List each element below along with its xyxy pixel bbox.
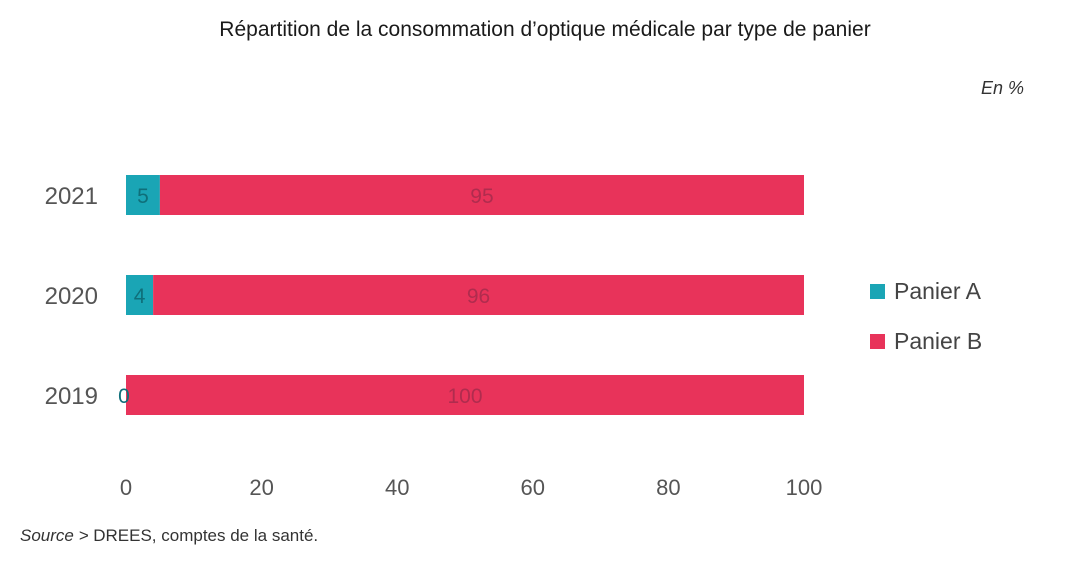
category-axis: 2021 2020 2019: [45, 183, 98, 410]
legend-item-panier-a: Panier A: [870, 278, 982, 304]
category-label-2019: 2019: [45, 383, 98, 410]
data-label-panier-a-2019: 0: [118, 385, 130, 408]
legend-swatch-panier-b: [870, 333, 885, 349]
chart-title: Répartition de la consommation d’optique…: [219, 18, 871, 41]
data-label-panier-b-2019: 100: [447, 385, 482, 408]
legend-label-panier-b: Panier B: [894, 327, 983, 354]
x-tick-label-0: 0: [120, 475, 132, 500]
legend-item-panier-b: Panier B: [870, 328, 982, 354]
category-label-2021: 2021: [45, 183, 98, 210]
data-label-panier-b-2020: 96: [467, 285, 490, 308]
bar-panier-b-2021: [159, 175, 804, 215]
data-labels-layer: 5 95 4 96 0 100: [118, 185, 493, 408]
x-tick-label-40: 40: [385, 475, 409, 500]
x-tick-label-20: 20: [249, 475, 273, 500]
bar-panier-b-2020: [153, 275, 804, 315]
value-axis: 0 20 40 60 80 100: [120, 475, 822, 500]
legend-swatch-panier-a: [870, 283, 885, 299]
legend: Panier A Panier B: [870, 278, 982, 378]
bar-panier-a-2020: [126, 275, 154, 315]
unit-label: En %: [980, 78, 1024, 98]
x-tick-label-100: 100: [786, 475, 823, 500]
source-note: Source > DREES, comptes de la santé.: [20, 526, 318, 546]
x-tick-label-80: 80: [656, 475, 680, 500]
source-label: Source >: [20, 526, 89, 545]
bars-layer: [126, 175, 804, 415]
source-text: DREES, comptes de la santé.: [88, 526, 319, 545]
data-label-panier-b-2021: 95: [470, 185, 493, 208]
legend-label-panier-a: Panier A: [894, 277, 981, 304]
data-label-panier-a-2020: 4: [134, 285, 146, 308]
data-label-panier-a-2021: 5: [137, 185, 149, 208]
category-label-2020: 2020: [45, 283, 98, 310]
bar-panier-b-2019: [126, 375, 804, 415]
x-tick-label-60: 60: [521, 475, 545, 500]
bar-panier-a-2021: [126, 175, 160, 215]
